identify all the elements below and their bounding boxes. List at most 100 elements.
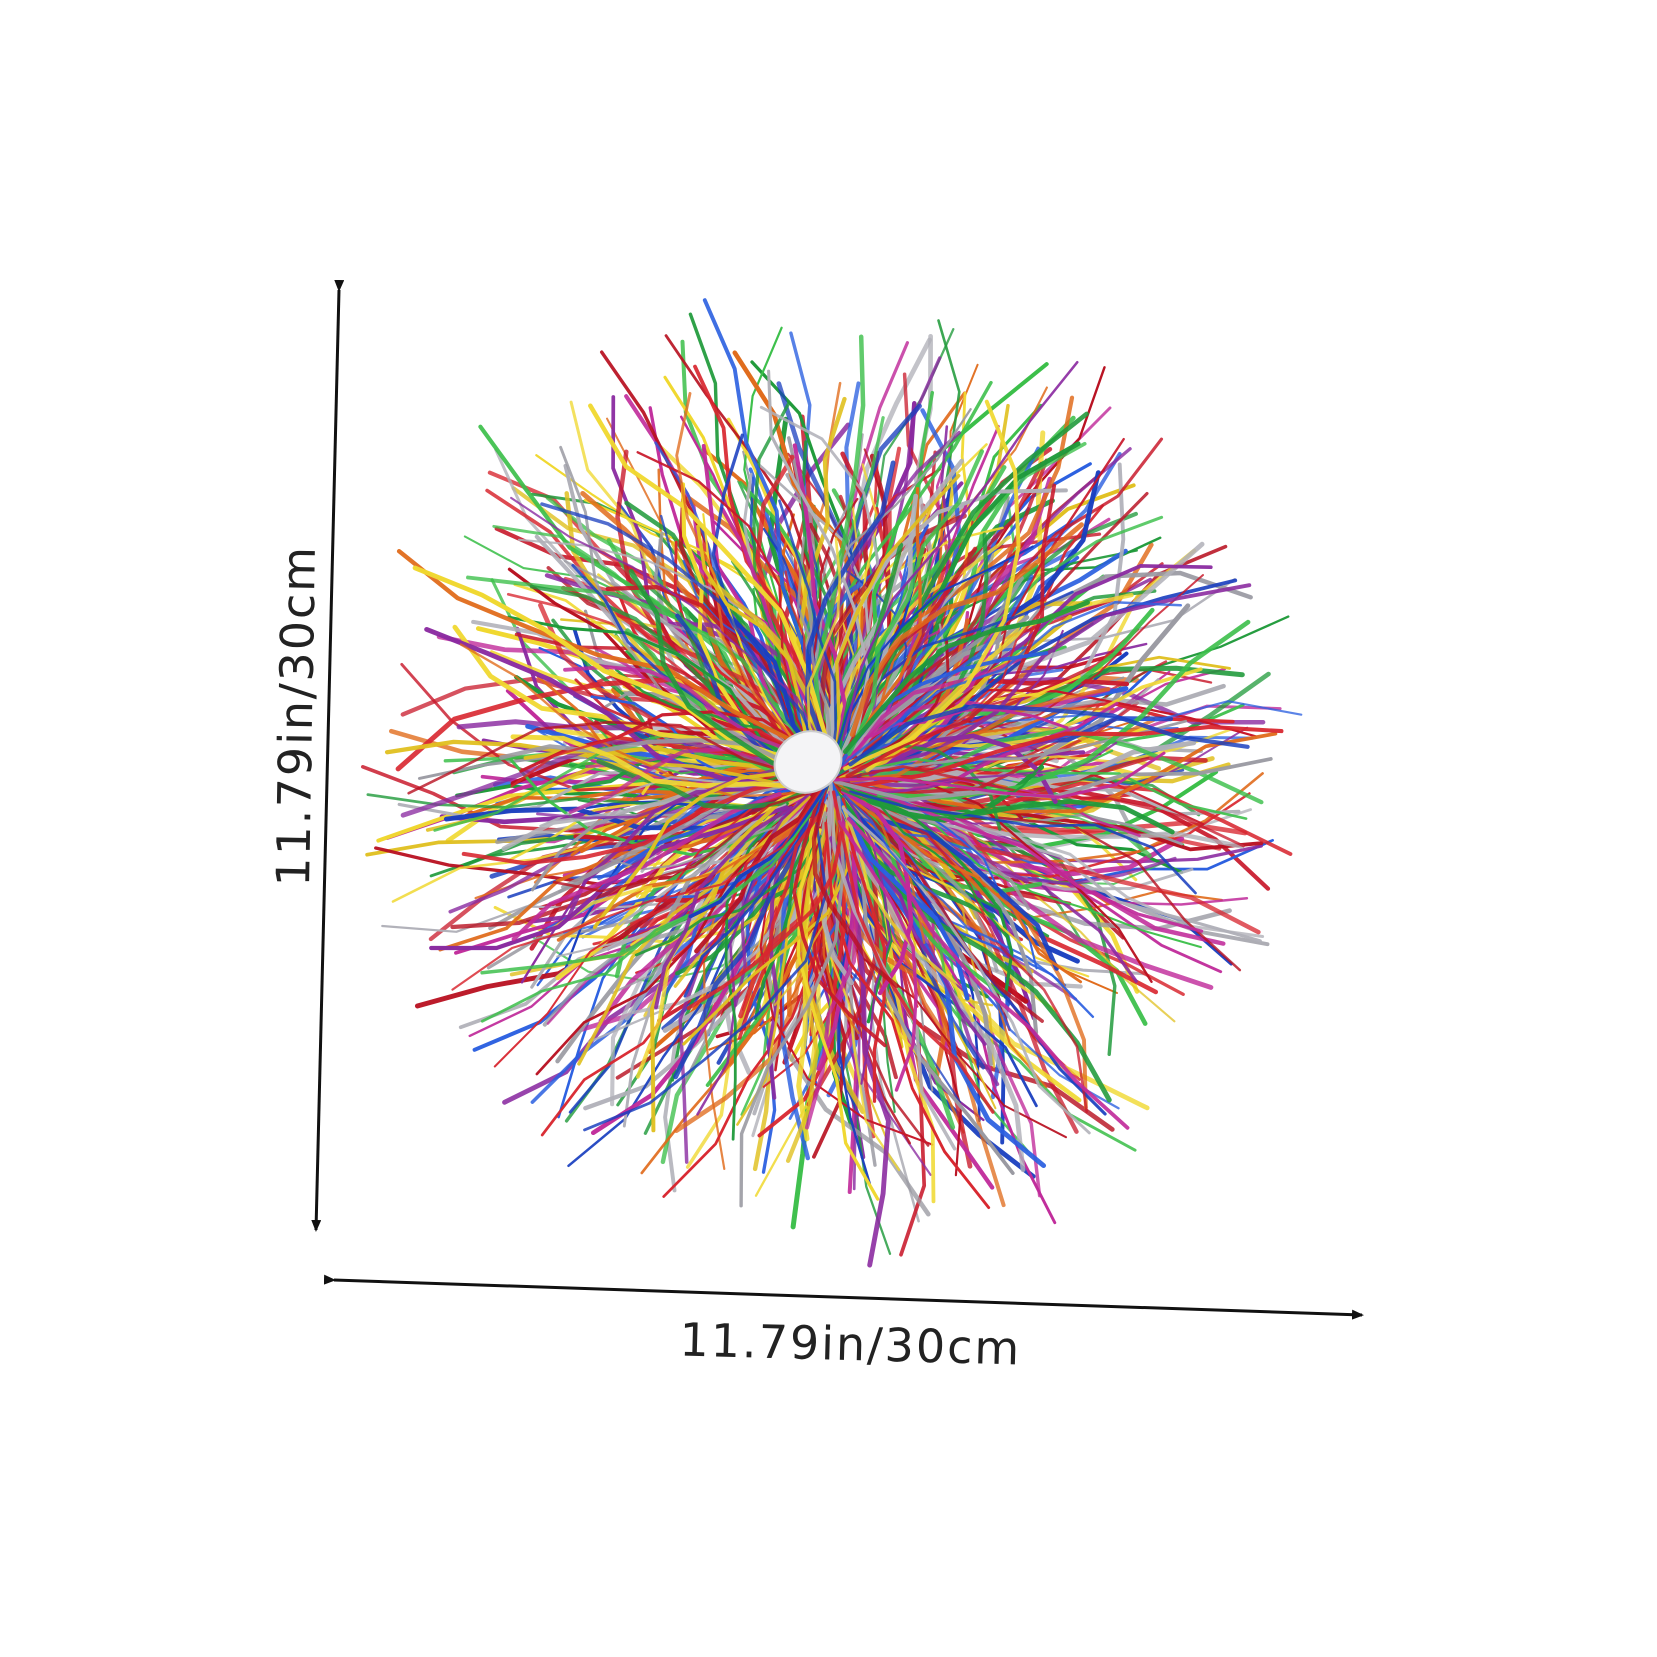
tinsel-strand bbox=[694, 787, 821, 954]
width-label: 11.79in/30cm bbox=[679, 1313, 1022, 1376]
tinsel-strand bbox=[841, 756, 1050, 819]
tinsel-strand bbox=[828, 473, 961, 777]
tinsel-strand bbox=[739, 795, 846, 1208]
tinsel-strand bbox=[852, 564, 1213, 763]
tinsel-strand bbox=[849, 687, 1111, 783]
tinsel-strand bbox=[686, 831, 844, 1010]
tinsel-strand bbox=[636, 451, 830, 780]
tinsel-strand bbox=[674, 825, 819, 1133]
tinsel-strand bbox=[480, 780, 831, 975]
tinsel-strand bbox=[577, 795, 811, 1066]
tinsel-strand bbox=[885, 728, 1233, 790]
tinsel-strand bbox=[841, 805, 975, 1022]
tinsel-strand bbox=[628, 568, 823, 779]
tinsel-strand bbox=[737, 811, 822, 1040]
tinsel-strand bbox=[510, 734, 807, 790]
tinsel-strand bbox=[852, 814, 997, 1110]
tinsel-strand bbox=[412, 565, 801, 765]
height-label: 11.79in/30cm bbox=[266, 544, 326, 887]
tinsel-strand bbox=[480, 811, 813, 1023]
tinsel-strand bbox=[568, 747, 812, 814]
tinsel-strand bbox=[675, 391, 798, 744]
height-arrow bbox=[311, 279, 345, 1232]
tinsel-strand bbox=[866, 803, 1088, 1113]
tinsel-strand bbox=[841, 360, 1079, 742]
tinsel-strand bbox=[688, 778, 832, 919]
tinsel-strand bbox=[724, 802, 789, 1141]
tinsel-strand bbox=[869, 731, 1278, 814]
tinsel-strand bbox=[510, 496, 831, 761]
tinsel-strand bbox=[796, 828, 880, 1201]
tinsel-strand bbox=[848, 703, 1250, 767]
tinsel-strand bbox=[451, 785, 825, 991]
tinsel-strand bbox=[841, 806, 1091, 1135]
pompom-handle bbox=[773, 730, 843, 794]
tinsel-strand bbox=[840, 486, 922, 759]
tinsel-strand bbox=[618, 802, 787, 926]
tinsel-strand bbox=[815, 811, 877, 1167]
tinsel-strand bbox=[824, 821, 991, 1210]
tinsel-strand bbox=[815, 408, 972, 723]
tinsel-strand bbox=[767, 369, 870, 737]
tinsel-strand bbox=[395, 676, 802, 772]
tinsel-strand bbox=[876, 619, 1251, 800]
tinsel-strand bbox=[792, 801, 887, 1048]
tinsel-strand bbox=[854, 724, 1284, 789]
tinsel-strand bbox=[563, 665, 797, 754]
tinsel-strand bbox=[833, 601, 1183, 772]
tinsel-strand bbox=[843, 794, 1002, 944]
tinsel-strand bbox=[811, 802, 900, 989]
tinsel-strand bbox=[831, 790, 995, 1114]
tinsel-strand bbox=[811, 829, 901, 1172]
tinsel-strand bbox=[847, 449, 984, 756]
tinsel-strand bbox=[846, 816, 1130, 1130]
tinsel-strand bbox=[842, 600, 1090, 755]
tinsel-strand bbox=[861, 826, 1000, 1087]
tinsel-strand bbox=[552, 790, 817, 893]
tinsel-strand bbox=[424, 627, 791, 788]
tinsel-strand bbox=[429, 805, 789, 951]
tinsel-strand bbox=[536, 675, 800, 781]
tinsel-strand bbox=[396, 549, 802, 747]
tinsel-strand bbox=[863, 700, 1303, 755]
pompom bbox=[361, 298, 1303, 1268]
tinsel-strand bbox=[806, 537, 842, 766]
tinsel-strand bbox=[813, 334, 866, 747]
tinsel-strand bbox=[831, 751, 1166, 799]
tinsel-strand bbox=[407, 720, 814, 795]
tinsel-strand bbox=[682, 818, 849, 1046]
tinsel-strand bbox=[731, 560, 813, 755]
tinsel-strand bbox=[849, 522, 1084, 738]
tinsel-strand bbox=[785, 824, 830, 1163]
tinsel-strand bbox=[596, 758, 817, 810]
tinsel-strand bbox=[384, 739, 790, 772]
tinsel-strand bbox=[827, 441, 1087, 734]
tinsel-strand bbox=[838, 819, 918, 1092]
tinsel-strand bbox=[780, 414, 814, 731]
tinsel-strand bbox=[540, 502, 831, 779]
tinsel-strand bbox=[778, 499, 838, 778]
tinsel-strand bbox=[886, 741, 1118, 794]
tinsel-strand bbox=[834, 780, 1204, 933]
tinsel-strand bbox=[830, 541, 1205, 780]
tinsel-strand bbox=[863, 817, 1065, 867]
tinsel-strand bbox=[843, 399, 1021, 771]
tinsel-strand bbox=[874, 796, 1031, 911]
tinsel-strand bbox=[845, 483, 1057, 779]
tinsel-strand bbox=[831, 545, 1034, 765]
tinsel-strand bbox=[461, 775, 816, 866]
tinsel-strand bbox=[592, 771, 785, 929]
tinsel-strand bbox=[842, 784, 1010, 941]
tinsel-strand bbox=[852, 794, 999, 973]
tinsel-strand bbox=[827, 542, 904, 781]
tinsel-strand bbox=[841, 789, 914, 996]
tinsel-strand bbox=[873, 762, 1205, 826]
tinsel-strand bbox=[848, 790, 1197, 895]
tinsel-strand bbox=[851, 605, 1046, 770]
width-arrow bbox=[323, 1274, 1364, 1320]
tinsel-strand bbox=[880, 801, 1202, 949]
tinsel-strand bbox=[511, 791, 782, 942]
tinsel-strand bbox=[499, 738, 795, 768]
